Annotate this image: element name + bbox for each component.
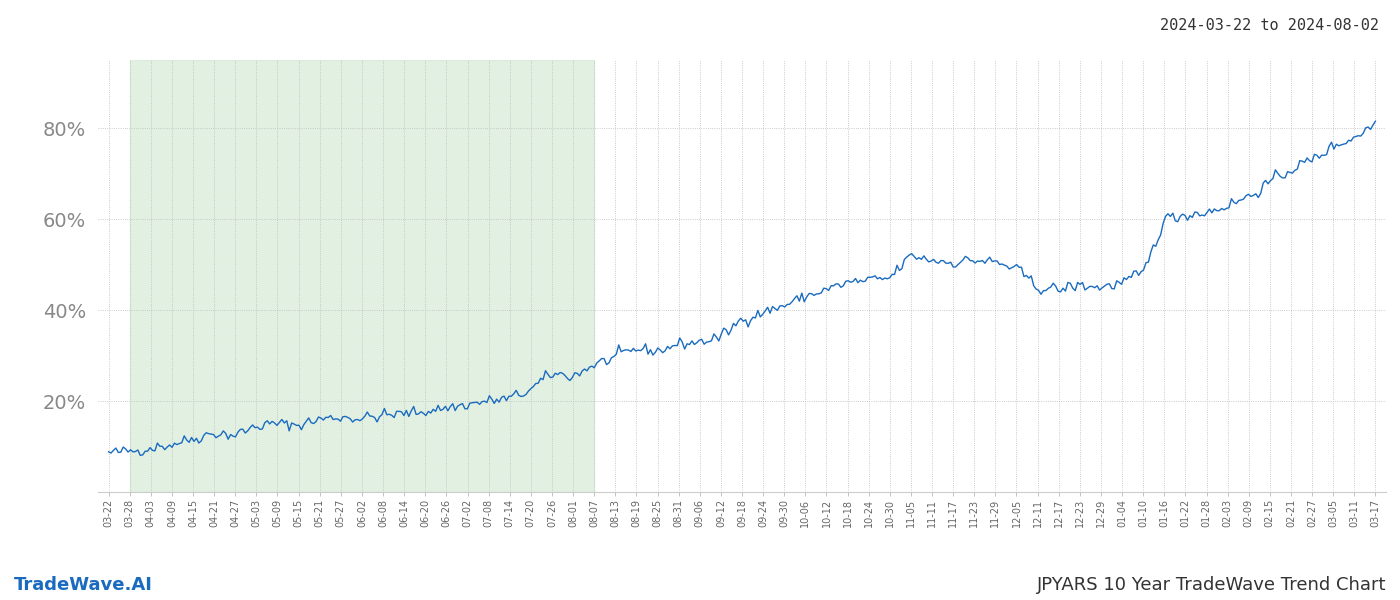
Bar xyxy=(130,60,594,492)
Text: 2024-03-22 to 2024-08-02: 2024-03-22 to 2024-08-02 xyxy=(1161,18,1379,33)
Text: JPYARS 10 Year TradeWave Trend Chart: JPYARS 10 Year TradeWave Trend Chart xyxy=(1036,576,1386,594)
Text: TradeWave.AI: TradeWave.AI xyxy=(14,576,153,594)
